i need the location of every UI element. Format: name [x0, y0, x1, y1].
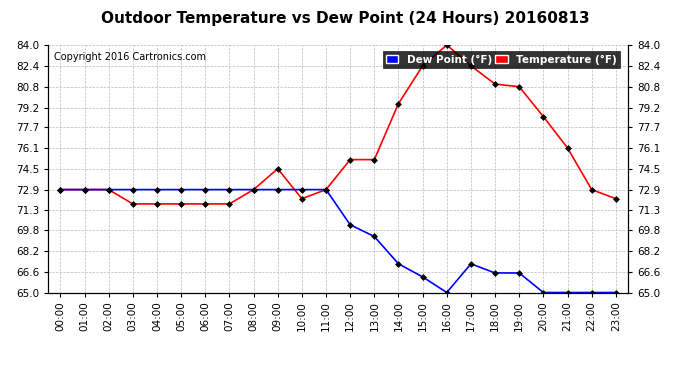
Legend: Dew Point (°F), Temperature (°F): Dew Point (°F), Temperature (°F) [383, 51, 620, 68]
Text: Outdoor Temperature vs Dew Point (24 Hours) 20160813: Outdoor Temperature vs Dew Point (24 Hou… [101, 11, 589, 26]
Text: Copyright 2016 Cartronics.com: Copyright 2016 Cartronics.com [54, 53, 206, 62]
